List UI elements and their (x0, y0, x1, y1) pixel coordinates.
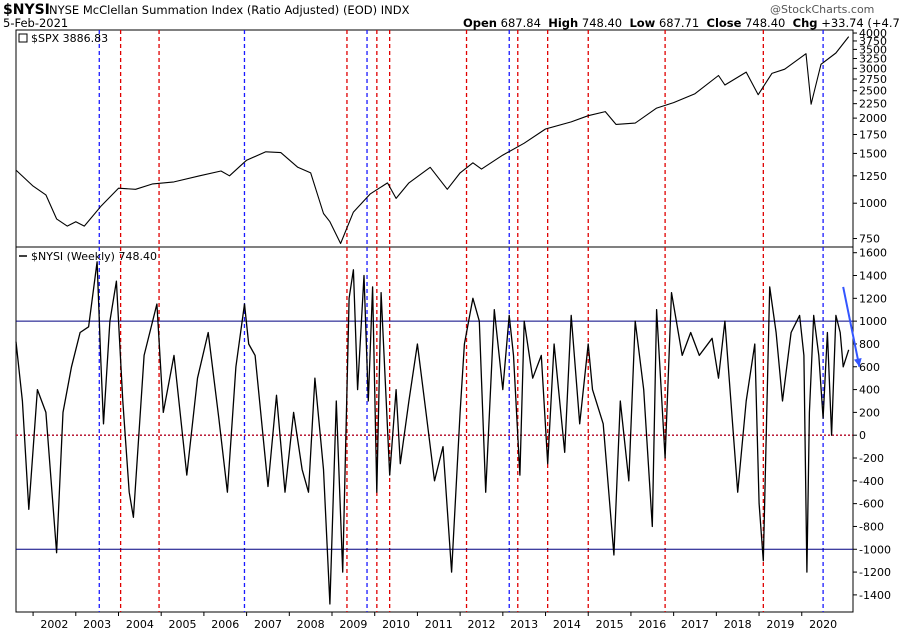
ticker-symbol: $NYSI (3, 2, 50, 18)
spx-ytick-label: 2500 (859, 85, 887, 98)
x-tick-label: 2003 (83, 618, 111, 631)
chg-label: Chg (792, 16, 818, 30)
spx-ytick-label: 1500 (859, 147, 887, 160)
high-label: High (548, 16, 579, 30)
spx-ytick-label: 750 (859, 233, 880, 246)
x-tick-label: 2010 (382, 618, 410, 631)
x-tick-label: 2006 (211, 618, 239, 631)
nysi-ytick-label: 1000 (859, 315, 887, 328)
open-label: Open (463, 16, 497, 30)
nysi-ytick-label: -200 (859, 452, 884, 465)
ohlc-readout: Open 687.84 High 748.40 Low 687.71 Close… (463, 16, 900, 30)
nysi-ytick-label: -1400 (859, 589, 891, 602)
x-tick-label: 2017 (681, 618, 709, 631)
x-tick-label: 2005 (169, 618, 197, 631)
spx-ytick-label: 1000 (859, 197, 887, 210)
spx-ytick-label: 2750 (859, 73, 887, 86)
x-tick-label: 2007 (254, 618, 282, 631)
nysi-panel: 1600 1400 1200 1000 800 600 400 200 0 -200 -400 -60… (15, 246, 891, 631)
chg-value: +33.74 (+4.72%) (821, 16, 900, 30)
x-tick-label: 2015 (596, 618, 624, 631)
low-label: Low (629, 16, 656, 30)
spx-ytick-label: 1250 (859, 170, 887, 183)
nysi-ytick-label: -600 (859, 498, 884, 511)
open-value: 687.84 (500, 16, 541, 30)
x-tick-label: 2009 (339, 618, 367, 631)
x-tick-label: 2012 (467, 618, 495, 631)
nysi-ytick-label: 1600 (859, 247, 887, 260)
spx-series-line (15, 36, 850, 245)
spx-ytick-label: 3500 (859, 43, 887, 56)
nysi-legend: $NYSI (Weekly) 748.40 (31, 250, 157, 263)
close-label: Close (706, 16, 742, 30)
chart-description: NYSE McClellan Summation Index (Ratio Ad… (49, 3, 410, 17)
spx-legend-swatch (18, 33, 28, 43)
chart-date: 5-Feb-2021 (3, 16, 69, 30)
nysi-ytick-label: 400 (859, 384, 880, 397)
spx-ytick-label: 2250 (859, 98, 887, 111)
nysi-ytick-label: 600 (859, 361, 880, 374)
close-value: 748.40 (745, 16, 786, 30)
nysi-ytick-label: -800 (859, 520, 884, 533)
spx-ytick-label: 3750 (859, 35, 887, 48)
x-tick-label: 2004 (126, 618, 154, 631)
x-tick-label: 2013 (510, 618, 538, 631)
nysi-ytick-label: -1000 (859, 543, 891, 556)
spx-legend: $SPX 3886.83 (31, 32, 108, 45)
nysi-frame (15, 246, 854, 613)
spx-frame (15, 29, 854, 248)
spx-ytick-label: 3250 (859, 53, 887, 66)
x-tick-label: 2011 (425, 618, 453, 631)
nysi-ytick-label: 800 (859, 338, 880, 351)
spx-ytick-label: 4000 (859, 27, 887, 40)
stockcharts-watermark: @StockCharts.com (770, 3, 875, 16)
spx-ytick-label: 3000 (859, 62, 887, 75)
low-value: 687.71 (658, 16, 700, 30)
nysi-ytick-label: -400 (859, 475, 884, 488)
x-tick-label: 2002 (40, 618, 68, 631)
x-tick-label: 2020 (809, 618, 837, 631)
spx-panel: 7501000125015001750200022502500275030003… (15, 27, 887, 248)
nysi-ytick-label: 1200 (859, 292, 887, 305)
nysi-ytick-label: -1200 (859, 566, 891, 579)
nysi-ytick-label: 0 (859, 429, 866, 442)
high-value: 748.40 (581, 16, 623, 30)
x-tick-label: 2014 (553, 618, 581, 631)
nysi-ytick-label: 200 (859, 406, 880, 419)
x-tick-label: 2018 (724, 618, 752, 631)
nysi-ytick-label: 1400 (859, 270, 887, 283)
spx-ytick-label: 2000 (859, 112, 887, 125)
nysi-series-line (15, 261, 850, 605)
chart-header: $NYSI NYSE McClellan Summation Index (Ra… (0, 0, 900, 30)
x-tick-label: 2019 (766, 618, 794, 631)
trend-arrow-head (853, 358, 862, 367)
x-tick-label: 2016 (638, 618, 666, 631)
spx-ytick-label: 1750 (859, 129, 887, 142)
x-tick-label: 2008 (297, 618, 325, 631)
trend-arrow (842, 286, 861, 367)
